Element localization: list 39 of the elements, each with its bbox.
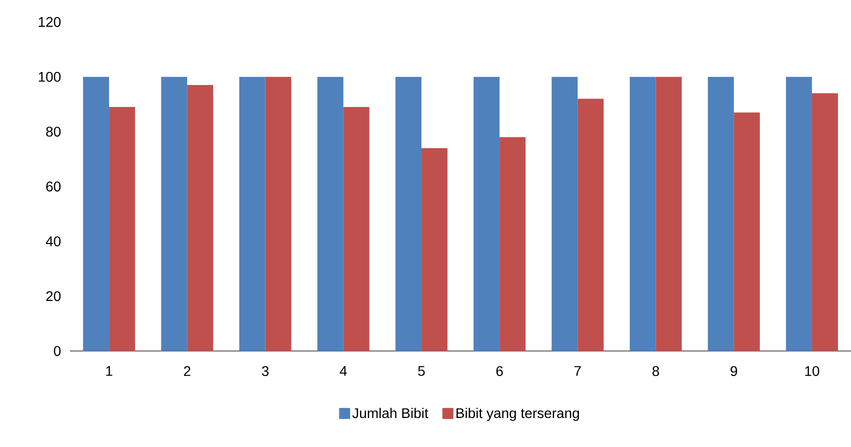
y-tick-label: 80: [46, 126, 61, 137]
bar: [708, 76, 734, 351]
x-tick-label: 3: [262, 366, 269, 376]
x-tick-label: 6: [496, 366, 503, 376]
bar: [317, 76, 344, 351]
bar: [109, 106, 136, 351]
bar: [786, 76, 812, 351]
bar: [734, 112, 760, 351]
bar: [395, 76, 422, 351]
bar: [552, 76, 578, 351]
y-tick-label: 20: [46, 291, 61, 302]
bar: [630, 76, 656, 351]
y-tick-label: 0: [54, 346, 61, 356]
bar: [83, 76, 110, 351]
x-tick-label: 10: [805, 366, 820, 376]
x-tick-label: 4: [340, 366, 347, 376]
y-tick-label: 60: [46, 182, 61, 192]
legend-label: Bibit yang terserang: [456, 408, 579, 421]
bar: [500, 137, 526, 351]
y-tick-label: 120: [38, 17, 61, 27]
y-tick-label: 100: [38, 72, 61, 82]
x-tick-label: 1: [106, 366, 112, 376]
legend-label: Jumlah Bibit: [352, 408, 428, 418]
y-tick-label: 40: [46, 236, 61, 246]
bar: [421, 148, 448, 351]
bar: [239, 76, 266, 351]
bar: [656, 76, 682, 351]
bar: [265, 76, 292, 351]
bar: [161, 76, 188, 351]
x-tick-label: 7: [574, 366, 581, 376]
x-tick-label: 8: [652, 366, 660, 376]
x-tick-label: 5: [418, 366, 425, 376]
bar: [474, 76, 500, 351]
x-tick-label: 9: [730, 366, 738, 376]
bar: [578, 98, 604, 351]
bar: [343, 106, 370, 351]
bar: [812, 93, 838, 351]
bar: [187, 85, 214, 351]
x-tick-label: 2: [184, 366, 190, 376]
